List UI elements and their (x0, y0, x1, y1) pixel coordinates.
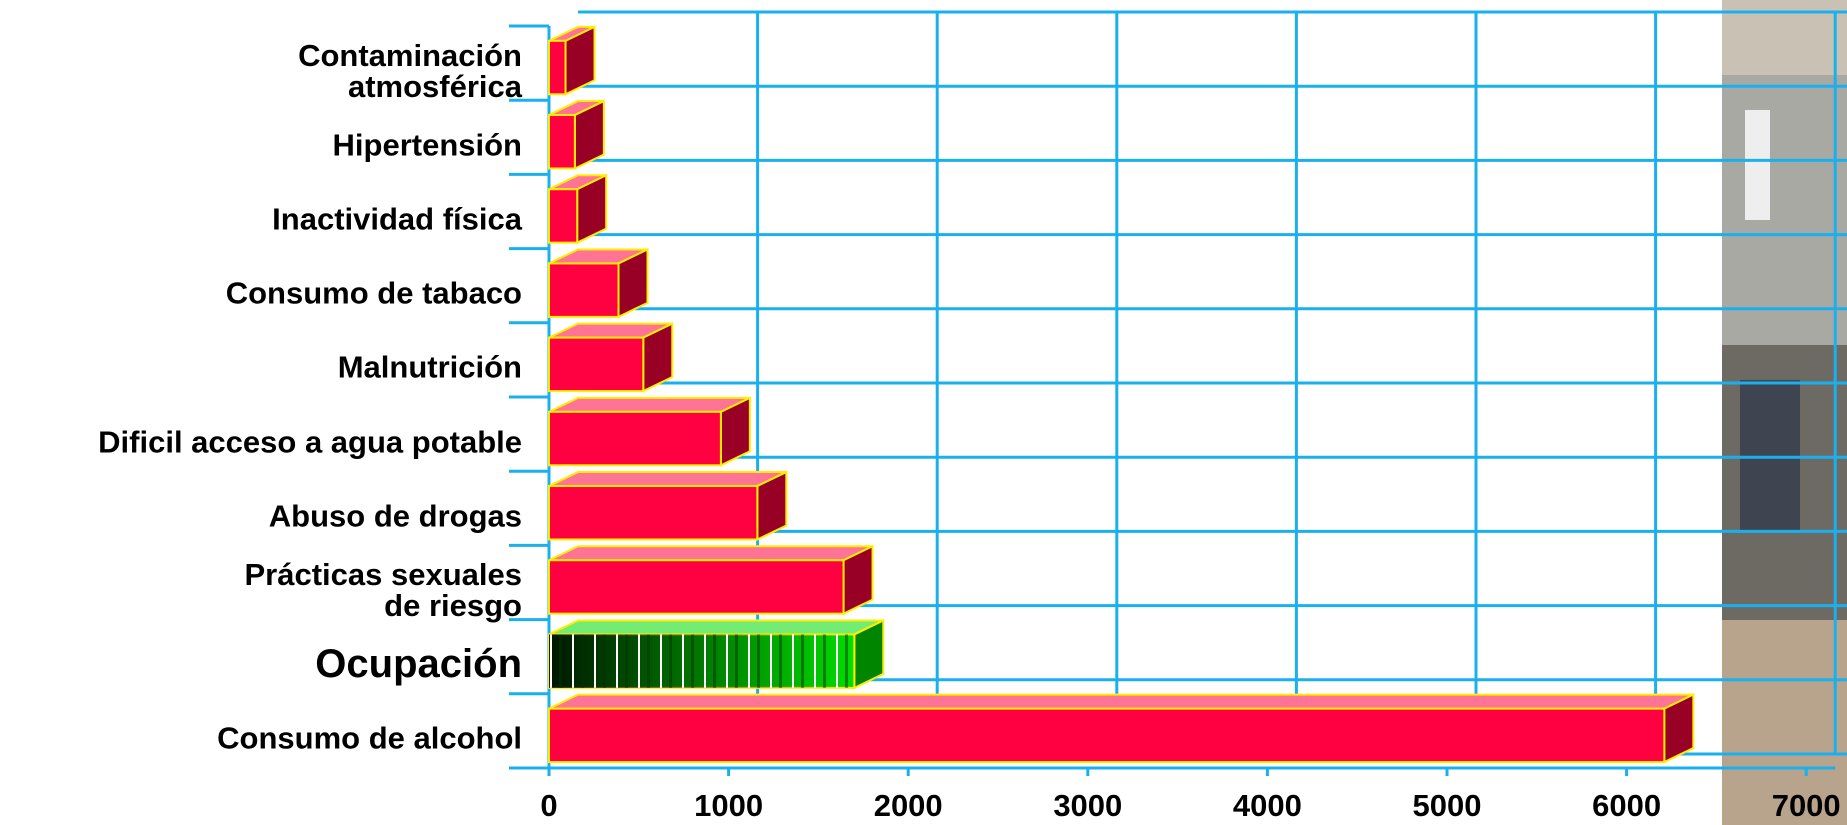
category-label: Abuso de drogas (268, 498, 522, 534)
x-tick-label: 3000 (1053, 788, 1122, 823)
photo-strip (1722, 0, 1847, 825)
bar-top (548, 619, 884, 636)
bar (548, 336, 645, 393)
bar (548, 559, 845, 615)
x-tick-label: 6000 (1592, 788, 1661, 823)
category-label: Inactividad física (272, 201, 522, 237)
bar-texture (549, 634, 855, 688)
category-label: Dificil acceso a agua potable (98, 424, 522, 460)
x-tick-label: 0 (540, 788, 557, 823)
category-label: Consumo de alcohol (217, 720, 522, 756)
bar-top (548, 545, 873, 562)
bar (548, 188, 579, 244)
bar-top (548, 471, 787, 488)
x-tick-label: 2000 (874, 788, 943, 823)
category-label: Prácticas sexuales de riesgo (244, 556, 523, 623)
bar (548, 114, 576, 170)
category-label: Consumo de tabaco (225, 275, 522, 311)
bar-top (548, 396, 751, 413)
bar-top (548, 693, 1694, 710)
category-label: Malnutrición (337, 349, 522, 385)
x-tick-label: 1000 (694, 788, 763, 823)
bar (548, 485, 759, 541)
x-tick-label: 7000 (1772, 788, 1841, 823)
x-tick-label: 4000 (1233, 788, 1302, 823)
bar (548, 262, 620, 318)
x-tick-label: 5000 (1413, 788, 1482, 823)
bar (548, 410, 722, 467)
category-label: Contaminación atmosférica (298, 37, 522, 104)
bar (548, 707, 1666, 764)
category-label: Ocupación (315, 642, 522, 687)
bar (548, 39, 567, 96)
category-label: Hipertensión (332, 127, 522, 163)
